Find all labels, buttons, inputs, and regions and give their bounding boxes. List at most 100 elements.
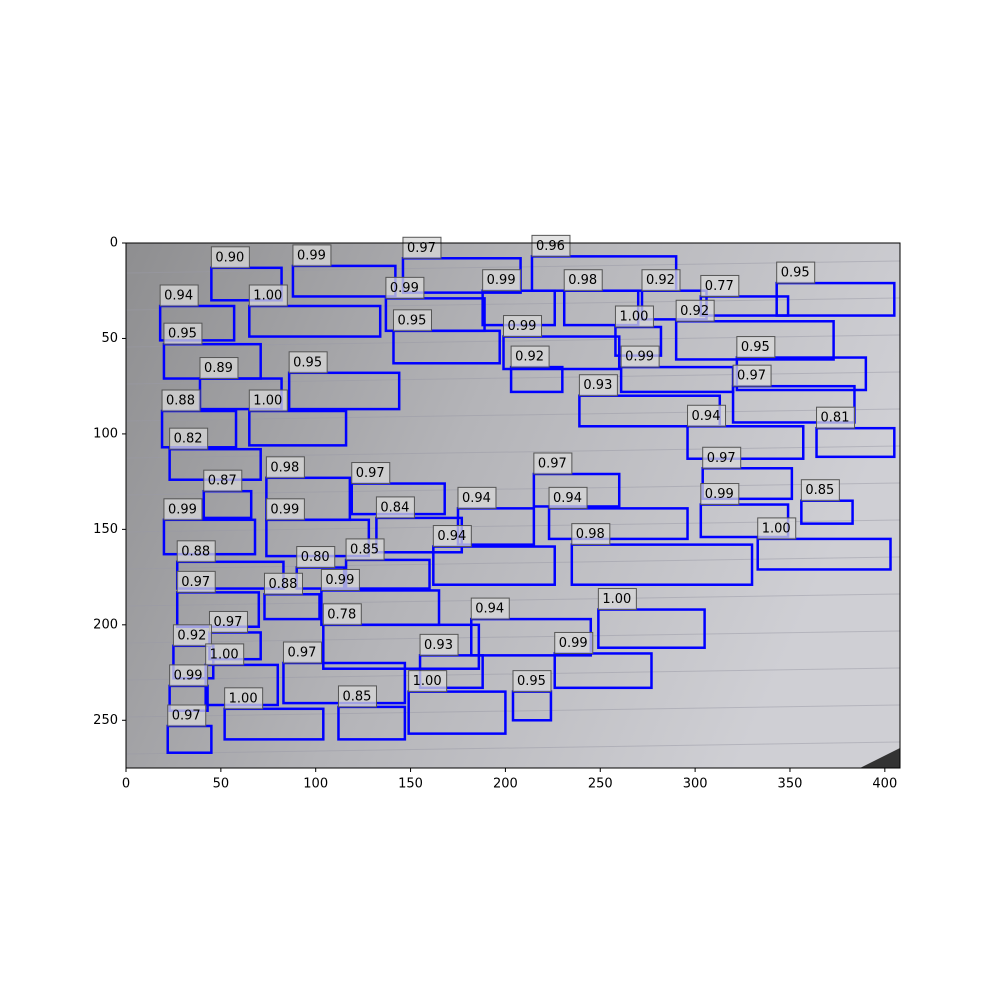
score-label-bg bbox=[800, 479, 840, 502]
score-label: 0.97 bbox=[213, 615, 242, 630]
score-label-bg bbox=[176, 540, 216, 563]
x-tick-label: 0 bbox=[122, 777, 130, 792]
score-label: 0.99 bbox=[297, 248, 326, 263]
score-label: 0.78 bbox=[327, 607, 356, 622]
score-label: 0.95 bbox=[168, 327, 197, 342]
score-label: 0.97 bbox=[172, 709, 201, 724]
score-label: 0.98 bbox=[576, 527, 605, 542]
bounding-box bbox=[287, 371, 401, 411]
score-label: 0.96 bbox=[536, 239, 565, 254]
bounding-box bbox=[553, 652, 653, 690]
score-label: 0.97 bbox=[707, 451, 736, 466]
score-label-bg bbox=[563, 269, 603, 292]
score-label: 0.84 bbox=[380, 500, 409, 515]
score-label-bg bbox=[614, 305, 654, 328]
score-label-bg bbox=[510, 345, 550, 368]
bounding-box bbox=[248, 409, 348, 447]
x-tick-label: 300 bbox=[683, 777, 708, 792]
score-label: 1.00 bbox=[602, 592, 631, 607]
score-label: 0.93 bbox=[583, 378, 612, 393]
score-label: 1.00 bbox=[253, 289, 282, 304]
score-label-bg bbox=[419, 633, 459, 656]
y-tick-label: 0 bbox=[110, 236, 118, 251]
y-tick-label: 250 bbox=[93, 713, 118, 728]
score-label: 1.00 bbox=[210, 647, 239, 662]
score-label-bg bbox=[345, 538, 385, 561]
score-label-bg bbox=[578, 374, 618, 397]
score-label-bg bbox=[263, 572, 303, 595]
score-label-bg bbox=[816, 406, 856, 429]
score-label-bg bbox=[597, 588, 637, 611]
score-label-bg bbox=[163, 322, 203, 345]
score-label-bg bbox=[531, 234, 571, 257]
score-label: 0.94 bbox=[553, 491, 582, 506]
score-label: 0.99 bbox=[508, 319, 537, 334]
score-label-bg bbox=[757, 517, 797, 540]
bounding-box bbox=[223, 707, 325, 741]
score-label: 0.94 bbox=[462, 491, 491, 506]
bounding-box bbox=[686, 425, 805, 460]
score-label: 0.99 bbox=[168, 502, 197, 517]
score-label-bg bbox=[161, 389, 201, 412]
ruled-line bbox=[125, 445, 901, 459]
score-label: 0.99 bbox=[705, 487, 734, 502]
score-label-bg bbox=[408, 670, 448, 693]
ruled-line bbox=[125, 556, 901, 570]
score-label: 0.95 bbox=[397, 313, 426, 328]
score-label: 0.82 bbox=[174, 432, 203, 447]
score-label: 0.97 bbox=[737, 369, 766, 384]
score-label: 0.80 bbox=[301, 550, 330, 565]
score-label-bg bbox=[265, 456, 305, 479]
score-label: 0.87 bbox=[208, 474, 237, 489]
axes-frame bbox=[125, 242, 901, 769]
bounding-box bbox=[432, 545, 556, 586]
score-label-bg bbox=[288, 351, 328, 374]
score-label: 0.94 bbox=[437, 529, 466, 544]
score-label-bg bbox=[702, 446, 742, 469]
score-label-bg bbox=[548, 486, 588, 509]
score-label: 0.97 bbox=[287, 646, 316, 661]
score-label-bg bbox=[176, 570, 216, 593]
score-label: 0.85 bbox=[805, 483, 834, 498]
score-label-bg bbox=[163, 498, 203, 521]
score-label-bg bbox=[641, 269, 681, 292]
bounding-box bbox=[547, 507, 689, 541]
score-label: 0.95 bbox=[517, 674, 546, 689]
x-tick-label: 350 bbox=[778, 777, 803, 792]
x-tick-label: 200 bbox=[493, 777, 518, 792]
score-label: 1.00 bbox=[253, 394, 282, 409]
score-label: 1.00 bbox=[413, 674, 442, 689]
score-label: 0.88 bbox=[166, 394, 195, 409]
score-label: 0.81 bbox=[821, 411, 850, 426]
score-label: 0.92 bbox=[177, 628, 206, 643]
score-label: 0.90 bbox=[215, 250, 244, 265]
score-label-bg bbox=[203, 469, 243, 492]
score-label-bg bbox=[265, 498, 305, 521]
score-label-bg bbox=[159, 284, 199, 307]
score-label: 0.92 bbox=[515, 350, 544, 365]
x-tick-label: 150 bbox=[398, 777, 423, 792]
score-label: 0.97 bbox=[181, 575, 210, 590]
score-label-bg bbox=[700, 274, 740, 297]
score-label-bg bbox=[210, 246, 250, 269]
bounding-box bbox=[407, 690, 507, 735]
ruled-line bbox=[125, 630, 901, 644]
score-label-bg bbox=[296, 546, 336, 569]
x-tick-label: 250 bbox=[588, 777, 613, 792]
score-label: 0.95 bbox=[293, 355, 322, 370]
bounding-box bbox=[570, 543, 754, 586]
score-label: 0.92 bbox=[646, 273, 675, 288]
x-tick-label: 50 bbox=[213, 777, 230, 792]
score-label-bg bbox=[322, 603, 362, 626]
score-label-bg bbox=[167, 704, 207, 727]
score-label-bg bbox=[172, 624, 212, 647]
score-label-bg bbox=[470, 597, 510, 620]
score-label: 0.94 bbox=[475, 602, 504, 617]
score-label-bg bbox=[375, 496, 415, 519]
score-label: 0.95 bbox=[741, 340, 770, 355]
score-label-bg bbox=[700, 483, 740, 506]
score-label: 0.99 bbox=[390, 281, 419, 296]
score-label: 0.99 bbox=[625, 350, 654, 365]
score-label-bg bbox=[776, 261, 816, 284]
score-label-bg bbox=[571, 523, 611, 546]
